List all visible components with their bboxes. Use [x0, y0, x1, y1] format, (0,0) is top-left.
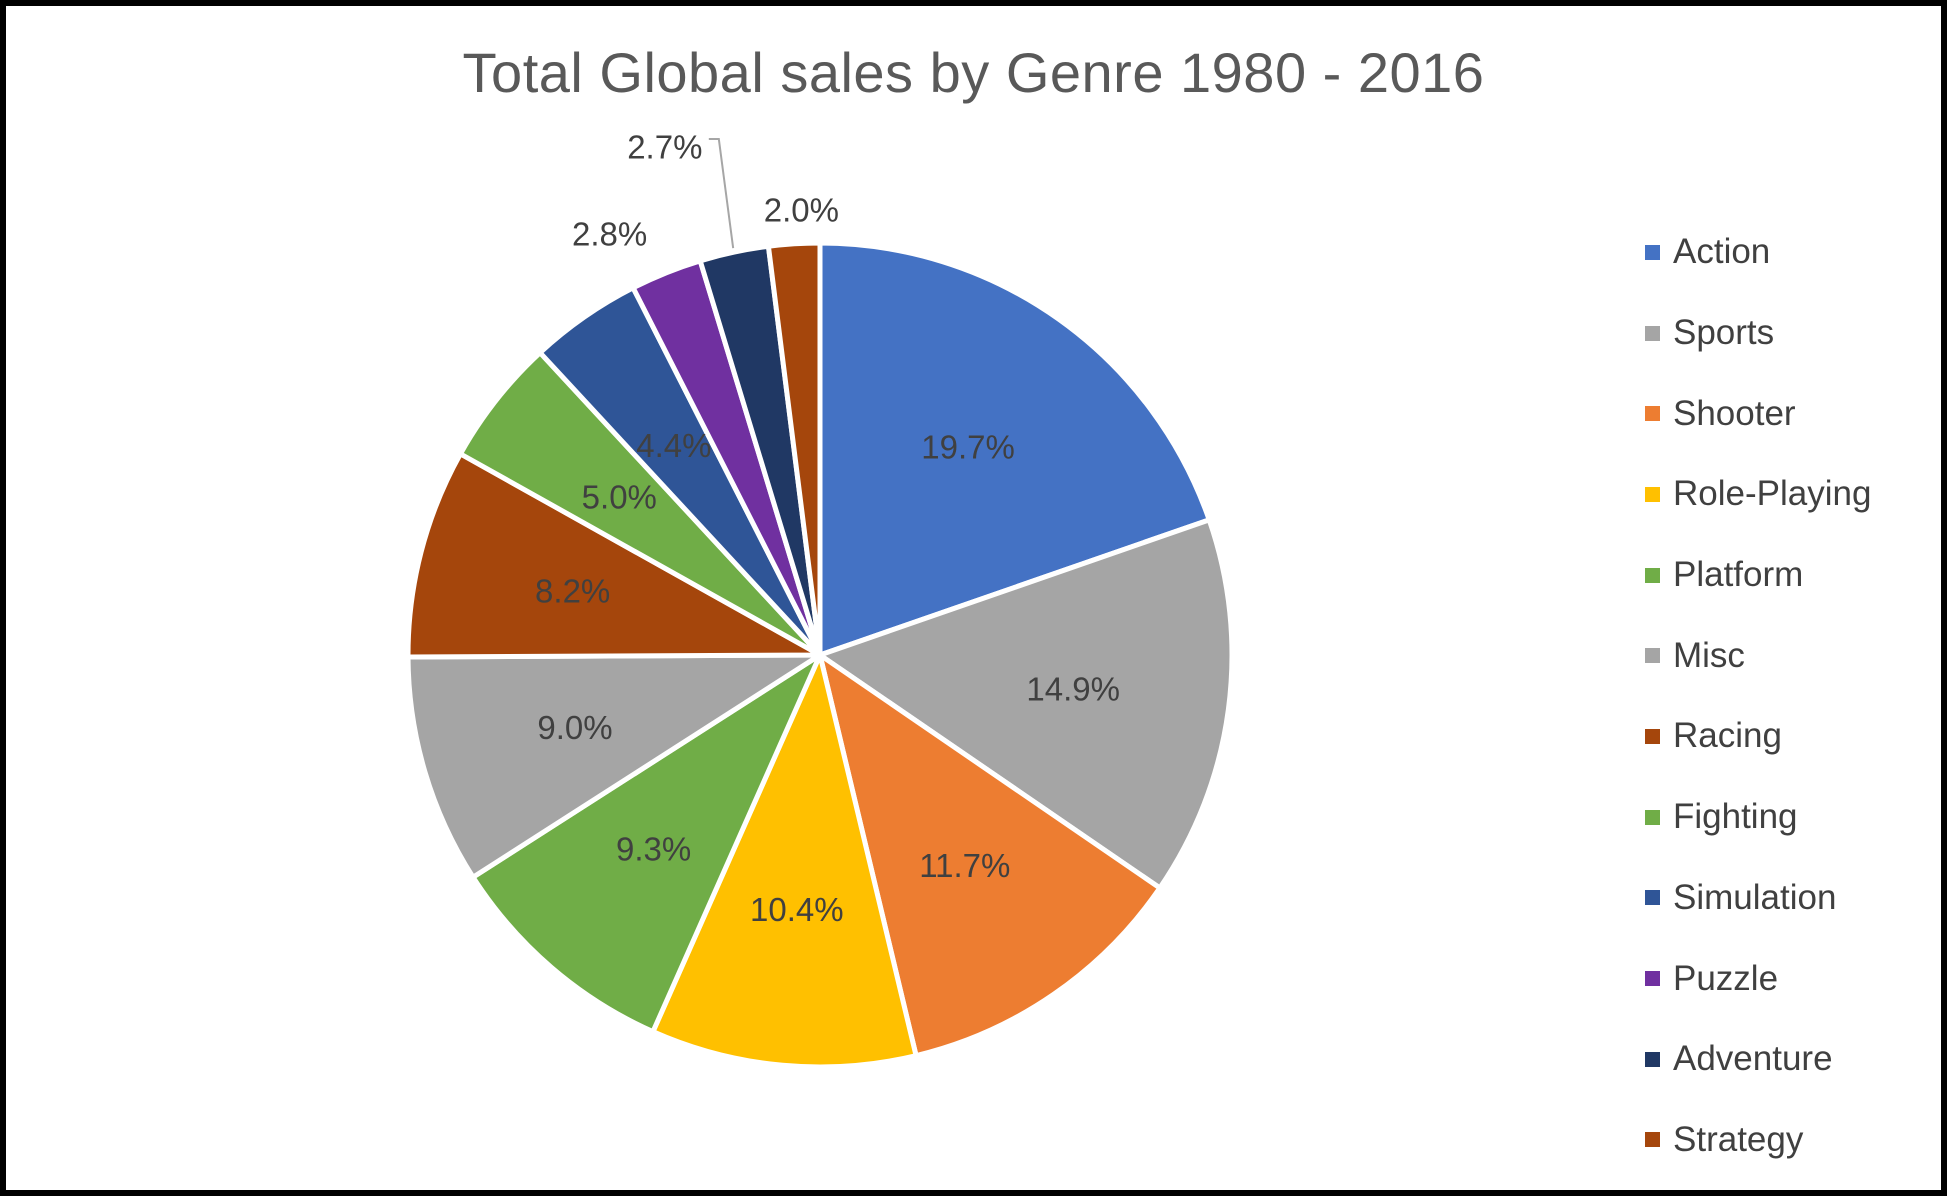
legend-label-platform: Platform — [1673, 555, 1804, 595]
slice-label-fighting: 5.0% — [582, 478, 657, 515]
legend-label-misc: Misc — [1673, 635, 1745, 675]
legend-swatch-shooter — [1645, 406, 1660, 422]
legend-swatch-strategy — [1645, 1132, 1660, 1148]
slice-label-racing: 8.2% — [535, 573, 610, 610]
slice-labels: 19.7% 14.9% 11.7% 10.4% 9.3% 9.0% 8.2% 5.0% 4.4%… — [535, 129, 1120, 928]
legend-label-simulation: Simulation — [1673, 877, 1837, 917]
pie-slice-sports — [817, 517, 1235, 891]
legend-label-strategy: Strategy — [1673, 1119, 1804, 1159]
legend-item-simulation: Simulation — [1645, 858, 1925, 939]
legend-item-adventure: Adventure — [1645, 1019, 1925, 1100]
legend-item-fighting: Fighting — [1645, 777, 1925, 858]
legend-item-puzzle: Puzzle — [1645, 938, 1925, 1019]
legend-swatch-adventure — [1645, 1051, 1660, 1067]
legend-swatch-fighting — [1645, 809, 1660, 825]
legend-label-action: Action — [1673, 232, 1771, 272]
legend-item-role-playing: Role-Playing — [1645, 454, 1925, 535]
legend-swatch-misc — [1645, 648, 1660, 664]
pie-slice-shooter — [817, 652, 1163, 1059]
legend-label-role-playing: Role-Playing — [1673, 474, 1872, 514]
slice-label-strategy: 2.0% — [764, 191, 839, 228]
legend-swatch-platform — [1645, 567, 1660, 583]
legend-swatch-puzzle — [1645, 971, 1660, 987]
legend-item-misc: Misc — [1645, 615, 1925, 696]
slice-label-role-playing: 10.4% — [750, 891, 844, 928]
pie-slice-misc — [405, 652, 823, 880]
legend-label-adventure: Adventure — [1673, 1039, 1833, 1079]
legend-item-platform: Platform — [1645, 535, 1925, 616]
pie-slice-role-playing — [650, 652, 919, 1070]
slice-label-sports: 14.9% — [1026, 670, 1120, 707]
legend-label-puzzle: Puzzle — [1673, 958, 1779, 998]
slice-label-adventure: 2.7% — [627, 129, 702, 166]
chart-legend: Action Sports Shooter Role-Playing Platform M… — [1645, 212, 1925, 1180]
legend-item-sports: Sports — [1645, 293, 1925, 374]
slice-label-simulation: 4.4% — [636, 427, 711, 464]
slice-label-platform: 9.3% — [616, 830, 691, 867]
slice-label-puzzle: 2.8% — [572, 216, 647, 253]
legend-item-action: Action — [1645, 212, 1925, 293]
pie-slices — [405, 240, 1235, 1070]
leader-lines — [708, 138, 735, 249]
legend-label-sports: Sports — [1673, 313, 1775, 353]
legend-swatch-simulation — [1645, 890, 1660, 906]
legend-item-strategy: Strategy — [1645, 1100, 1925, 1181]
legend-item-shooter: Shooter — [1645, 373, 1925, 454]
slice-label-shooter: 11.7% — [919, 847, 1010, 884]
legend-label-shooter: Shooter — [1673, 393, 1796, 433]
legend-swatch-racing — [1645, 728, 1660, 744]
legend-item-racing: Racing — [1645, 696, 1925, 777]
pie-slice-strategy — [765, 240, 823, 658]
legend-swatch-action — [1645, 244, 1660, 260]
leader-line-adventure — [708, 138, 735, 249]
pie-slice-racing — [405, 451, 823, 660]
slice-label-misc: 9.0% — [537, 709, 612, 746]
legend-label-fighting: Fighting — [1673, 797, 1798, 837]
legend-swatch-sports — [1645, 325, 1660, 341]
pie-slice-platform — [470, 652, 823, 1035]
legend-swatch-role-playing — [1645, 486, 1660, 502]
legend-label-racing: Racing — [1673, 716, 1782, 756]
chart-title: Total Global sales by Genre 1980 - 2016 — [462, 41, 1485, 104]
slice-label-action: 19.7% — [921, 428, 1015, 465]
